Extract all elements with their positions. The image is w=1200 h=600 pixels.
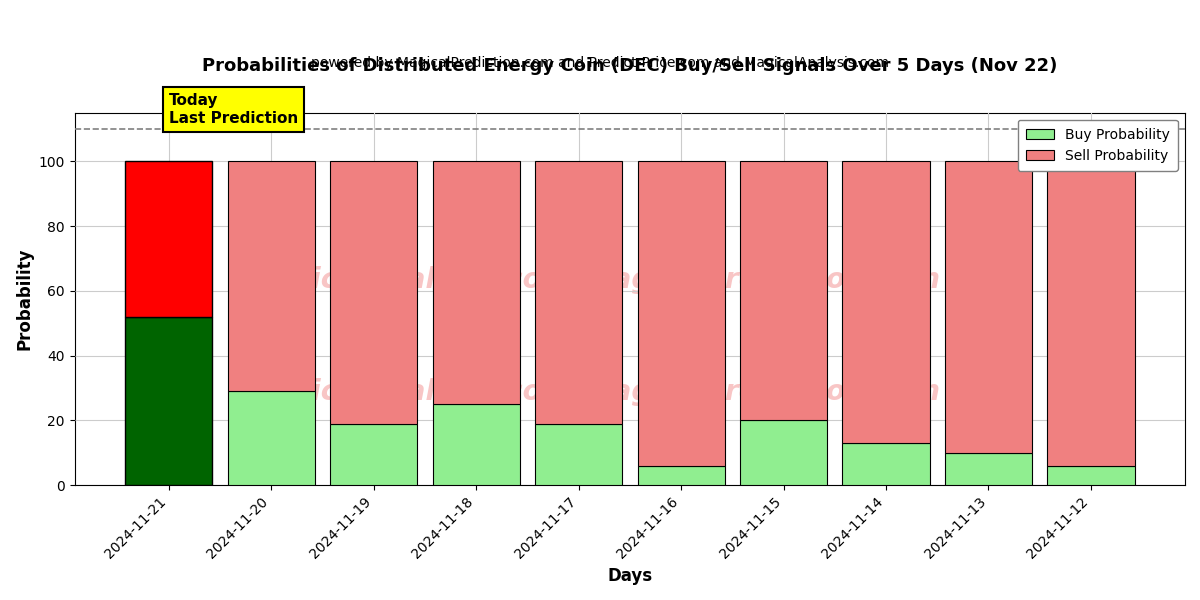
Title: Probabilities of Distributed Energy Coin (DEC) Buy/Sell Signals Over 5 Days (Nov: Probabilities of Distributed Energy Coin… — [202, 57, 1057, 75]
Bar — [535, 424, 622, 485]
Bar — [1048, 161, 1134, 466]
Bar — [637, 466, 725, 485]
Legend: Buy Probability, Sell Probability: Buy Probability, Sell Probability — [1018, 119, 1178, 171]
Text: powered by MagicalPrediction.com and Predict-Price.com and MagicalAnalysis.com: powered by MagicalPrediction.com and Pre… — [311, 56, 889, 70]
Text: Today
Last Prediction: Today Last Prediction — [169, 93, 298, 125]
Bar — [740, 161, 827, 421]
Bar — [125, 161, 212, 317]
Bar — [1048, 466, 1134, 485]
X-axis label: Days: Days — [607, 567, 653, 585]
Text: MagicalPrediction.com: MagicalPrediction.com — [586, 266, 941, 294]
Bar — [740, 421, 827, 485]
Bar — [944, 161, 1032, 452]
Bar — [432, 404, 520, 485]
Bar — [228, 161, 314, 391]
Y-axis label: Probability: Probability — [16, 248, 34, 350]
Bar — [330, 161, 418, 424]
Text: MagicalPrediction.com: MagicalPrediction.com — [586, 378, 941, 406]
Bar — [330, 424, 418, 485]
Bar — [125, 317, 212, 485]
Text: MagicalAnalysis.com: MagicalAnalysis.com — [245, 266, 570, 294]
Bar — [842, 443, 930, 485]
Bar — [637, 161, 725, 466]
Bar — [535, 161, 622, 424]
Bar — [432, 161, 520, 404]
Bar — [944, 452, 1032, 485]
Bar — [842, 161, 930, 443]
Bar — [228, 391, 314, 485]
Text: MagicalAnalysis.com: MagicalAnalysis.com — [245, 378, 570, 406]
